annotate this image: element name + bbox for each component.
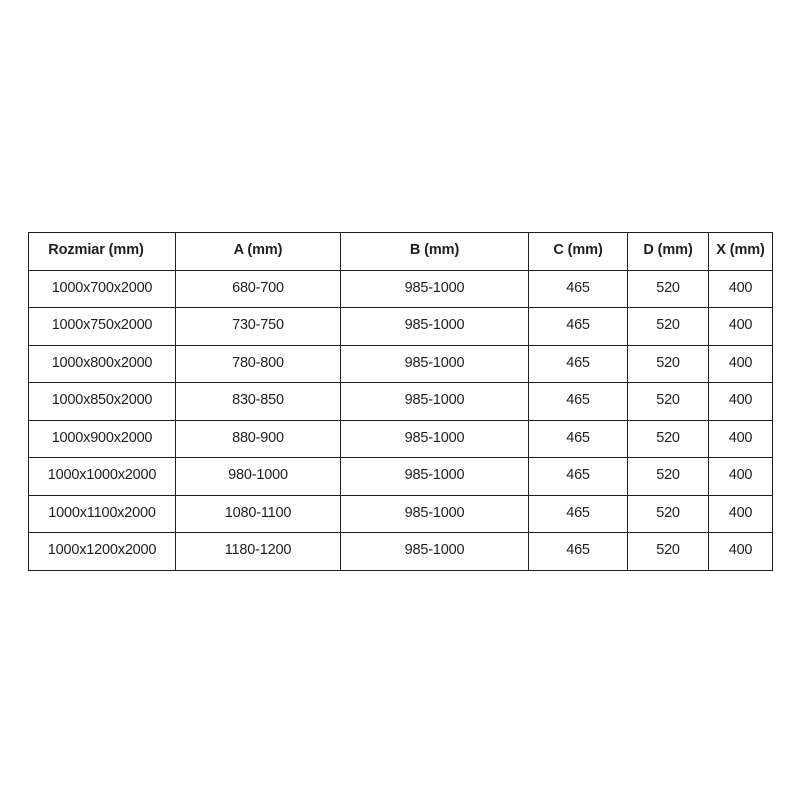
cell-x: 400 bbox=[708, 382, 773, 421]
cell-b: 985-1000 bbox=[340, 382, 529, 421]
cell-a: 1180-1200 bbox=[175, 532, 341, 571]
cell-c: 465 bbox=[528, 307, 628, 346]
cell-b: 985-1000 bbox=[340, 344, 529, 383]
cell-d: 520 bbox=[627, 532, 709, 571]
cell-x: 400 bbox=[708, 494, 773, 533]
table-row: 1000x1200x2000 1180-1200 985-1000 465 52… bbox=[28, 532, 773, 571]
cell-b: 985-1000 bbox=[340, 532, 529, 571]
table-row: 1000x800x2000 780-800 985-1000 465 520 4… bbox=[28, 344, 773, 383]
cell-b: 985-1000 bbox=[340, 307, 529, 346]
cell-x: 400 bbox=[708, 419, 773, 458]
cell-size: 1000x800x2000 bbox=[28, 344, 176, 383]
cell-d: 520 bbox=[627, 419, 709, 458]
cell-a: 830-850 bbox=[175, 382, 341, 421]
table-row: 1000x1000x2000 980-1000 985-1000 465 520… bbox=[28, 457, 773, 496]
column-header-c: C (mm) bbox=[528, 232, 628, 271]
cell-c: 465 bbox=[528, 494, 628, 533]
cell-size: 1000x1000x2000 bbox=[28, 457, 176, 496]
cell-c: 465 bbox=[528, 269, 628, 308]
cell-b: 985-1000 bbox=[340, 457, 529, 496]
cell-a: 880-900 bbox=[175, 419, 341, 458]
table-row: 1000x900x2000 880-900 985-1000 465 520 4… bbox=[28, 419, 773, 458]
cell-size: 1000x1200x2000 bbox=[28, 532, 176, 571]
column-header-a: A (mm) bbox=[175, 232, 341, 271]
cell-x: 400 bbox=[708, 532, 773, 571]
cell-a: 1080-1100 bbox=[175, 494, 341, 533]
table-header-row: Rozmiar (mm) A (mm) B (mm) C (mm) D (mm)… bbox=[28, 232, 773, 271]
cell-size: 1000x900x2000 bbox=[28, 419, 176, 458]
cell-a: 980-1000 bbox=[175, 457, 341, 496]
column-header-size: Rozmiar (mm) bbox=[28, 232, 176, 271]
cell-size: 1000x850x2000 bbox=[28, 382, 176, 421]
table-row: 1000x850x2000 830-850 985-1000 465 520 4… bbox=[28, 382, 773, 421]
cell-d: 520 bbox=[627, 344, 709, 383]
table-row: 1000x750x2000 730-750 985-1000 465 520 4… bbox=[28, 307, 773, 346]
cell-d: 520 bbox=[627, 269, 709, 308]
cell-size: 1000x750x2000 bbox=[28, 307, 176, 346]
cell-a: 780-800 bbox=[175, 344, 341, 383]
cell-b: 985-1000 bbox=[340, 419, 529, 458]
table-header: Rozmiar (mm) A (mm) B (mm) C (mm) D (mm)… bbox=[28, 232, 773, 271]
cell-d: 520 bbox=[627, 457, 709, 496]
cell-c: 465 bbox=[528, 382, 628, 421]
cell-x: 400 bbox=[708, 269, 773, 308]
cell-b: 985-1000 bbox=[340, 494, 529, 533]
cell-c: 465 bbox=[528, 532, 628, 571]
cell-a: 730-750 bbox=[175, 307, 341, 346]
cell-x: 400 bbox=[708, 307, 773, 346]
table-row: 1000x700x2000 680-700 985-1000 465 520 4… bbox=[28, 269, 773, 308]
cell-size: 1000x700x2000 bbox=[28, 269, 176, 308]
column-header-d: D (mm) bbox=[627, 232, 709, 271]
table-row: 1000x1100x2000 1080-1100 985-1000 465 52… bbox=[28, 494, 773, 533]
dimensions-table-container: Rozmiar (mm) A (mm) B (mm) C (mm) D (mm)… bbox=[28, 232, 773, 571]
cell-d: 520 bbox=[627, 307, 709, 346]
cell-c: 465 bbox=[528, 344, 628, 383]
cell-c: 465 bbox=[528, 457, 628, 496]
cell-x: 400 bbox=[708, 344, 773, 383]
dimensions-table: Rozmiar (mm) A (mm) B (mm) C (mm) D (mm)… bbox=[28, 232, 773, 571]
cell-b: 985-1000 bbox=[340, 269, 529, 308]
column-header-b: B (mm) bbox=[340, 232, 529, 271]
cell-c: 465 bbox=[528, 419, 628, 458]
cell-d: 520 bbox=[627, 494, 709, 533]
column-header-x: X (mm) bbox=[708, 232, 773, 271]
cell-a: 680-700 bbox=[175, 269, 341, 308]
cell-size: 1000x1100x2000 bbox=[28, 494, 176, 533]
cell-x: 400 bbox=[708, 457, 773, 496]
table-body: 1000x700x2000 680-700 985-1000 465 520 4… bbox=[28, 269, 773, 571]
cell-d: 520 bbox=[627, 382, 709, 421]
